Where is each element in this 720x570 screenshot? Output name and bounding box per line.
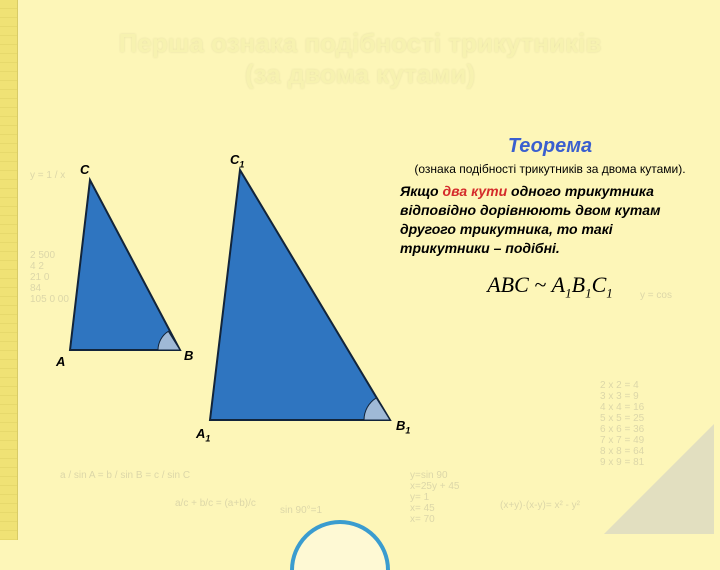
vertex-label-b1: B1 (396, 418, 410, 436)
protractor-decoration (290, 520, 390, 570)
vertex-label-c: C (80, 162, 89, 177)
title-line-2: (за двома кутами) (0, 59, 720, 90)
similarity-formula: ABC ~ A1B1C1 (400, 272, 700, 301)
vertex-label-a1: A1 (196, 426, 210, 444)
theorem-heading: Теорема (400, 135, 700, 158)
vertex-label-c1: C1 (230, 152, 244, 170)
triangles-figure: A B C A1 B1 C1 (50, 150, 390, 430)
set-square-decoration (604, 424, 714, 534)
theorem-block: Теорема (ознака подібності трикутників з… (400, 135, 700, 301)
theorem-body-emph: два кути (443, 183, 508, 199)
theorem-body: Якщо два кути одного трикутника відповід… (400, 182, 700, 258)
triangle-a1b1c1 (210, 170, 430, 460)
title-line-1: Перша ознака подібності трикутників (0, 28, 720, 59)
vertex-label-a: A (56, 354, 65, 369)
theorem-subtitle: (ознака подібності трикутників за двома … (400, 162, 700, 176)
vertex-label-b: B (184, 348, 193, 363)
triangle-abc (50, 150, 210, 380)
page-title: Перша ознака подібності трикутників (за … (0, 28, 720, 90)
theorem-body-pre: Якщо (400, 183, 443, 199)
formula-text: ABC ~ A1B1C1 (487, 272, 613, 297)
